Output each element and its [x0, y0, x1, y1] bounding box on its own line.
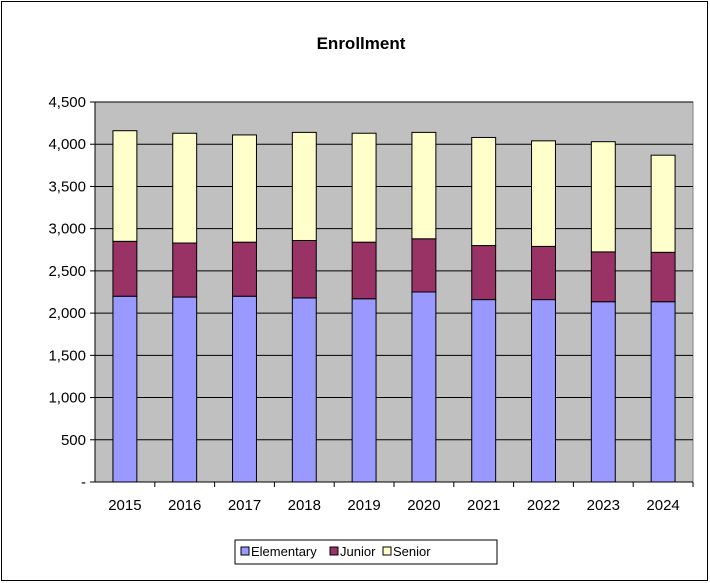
y-axis-ticks: - 500 1,000 1,500 2,000 2,500 3,000 3,500 4,000 4…: [48, 94, 86, 491]
y-tick-label: 1,500: [48, 347, 86, 364]
bar-senior-2022: [531, 140, 556, 247]
y-tick-label: 3,000: [48, 221, 86, 238]
axes: [90, 101, 694, 487]
bar-elementary-2017: [232, 295, 257, 483]
y-tick-label: 3,500: [48, 178, 86, 195]
bar-junior-2019: [351, 241, 377, 300]
y-tick-label: -: [81, 474, 86, 491]
bar-elementary-2024: [650, 301, 676, 483]
bar-junior-2020: [411, 238, 437, 293]
bar-senior-2019: [351, 132, 377, 243]
x-tick-label: 2017: [228, 497, 261, 514]
bar-junior-2022: [531, 245, 556, 301]
legend-label-elementary: Elementary: [251, 544, 317, 559]
bar-elementary-2022: [531, 299, 556, 483]
bar-senior-2016: [172, 132, 198, 244]
bar-elementary-2021: [471, 299, 497, 483]
x-tick-label: 2016: [168, 497, 201, 514]
bar-senior-2021: [471, 136, 497, 247]
y-tick-label: 4,000: [48, 136, 86, 153]
bar-elementary-2015: [112, 295, 138, 483]
bar-senior-2017: [232, 134, 257, 243]
x-tick-label: 2018: [288, 497, 321, 514]
bar-junior-2018: [291, 239, 317, 299]
y-tick-label: 4,500: [48, 94, 86, 111]
bar-junior-2016: [172, 242, 198, 298]
bar-senior-2024: [650, 154, 676, 253]
legend-swatch-junior: [329, 546, 339, 556]
bar-elementary-2020: [411, 291, 437, 483]
bar-senior-2020: [411, 131, 437, 240]
bar-junior-2023: [590, 251, 616, 303]
bar-junior-2021: [471, 245, 497, 301]
bar-senior-2023: [590, 141, 616, 253]
y-tick-label: 2,000: [48, 305, 86, 322]
bar-junior-2015: [112, 240, 138, 297]
legend-swatch-elementary: [240, 546, 250, 556]
bar-senior-2015: [112, 130, 138, 242]
x-axis-ticks: 2015 2016 2017 2018 2019 2020 2021 2022 2023 2024: [108, 497, 680, 514]
bar-elementary-2019: [351, 298, 377, 483]
legend-label-junior: Junior: [340, 544, 376, 559]
bar-elementary-2018: [291, 297, 317, 483]
x-tick-label: 2024: [646, 497, 679, 514]
x-tick-label: 2021: [467, 497, 500, 514]
y-tick-label: 500: [61, 432, 86, 449]
chart-title: Enrollment: [317, 34, 406, 53]
bar-elementary-2023: [590, 301, 616, 483]
x-tick-label: 2019: [347, 497, 380, 514]
y-tick-label: 1,000: [48, 390, 86, 407]
legend-label-senior: Senior: [393, 544, 431, 559]
x-tick-label: 2022: [527, 497, 560, 514]
legend-box: [234, 539, 498, 565]
legend-swatch-senior: [382, 546, 392, 556]
bar-junior-2017: [232, 241, 257, 297]
bar-senior-2018: [291, 131, 317, 241]
bar-junior-2024: [650, 251, 676, 303]
y-tick-label: 2,500: [48, 263, 86, 280]
x-tick-label: 2023: [587, 497, 620, 514]
legend: Elementary Junior Senior: [234, 539, 498, 565]
x-tick-label: 2020: [407, 497, 440, 514]
x-tick-label: 2015: [108, 497, 141, 514]
bar-elementary-2016: [172, 296, 198, 483]
